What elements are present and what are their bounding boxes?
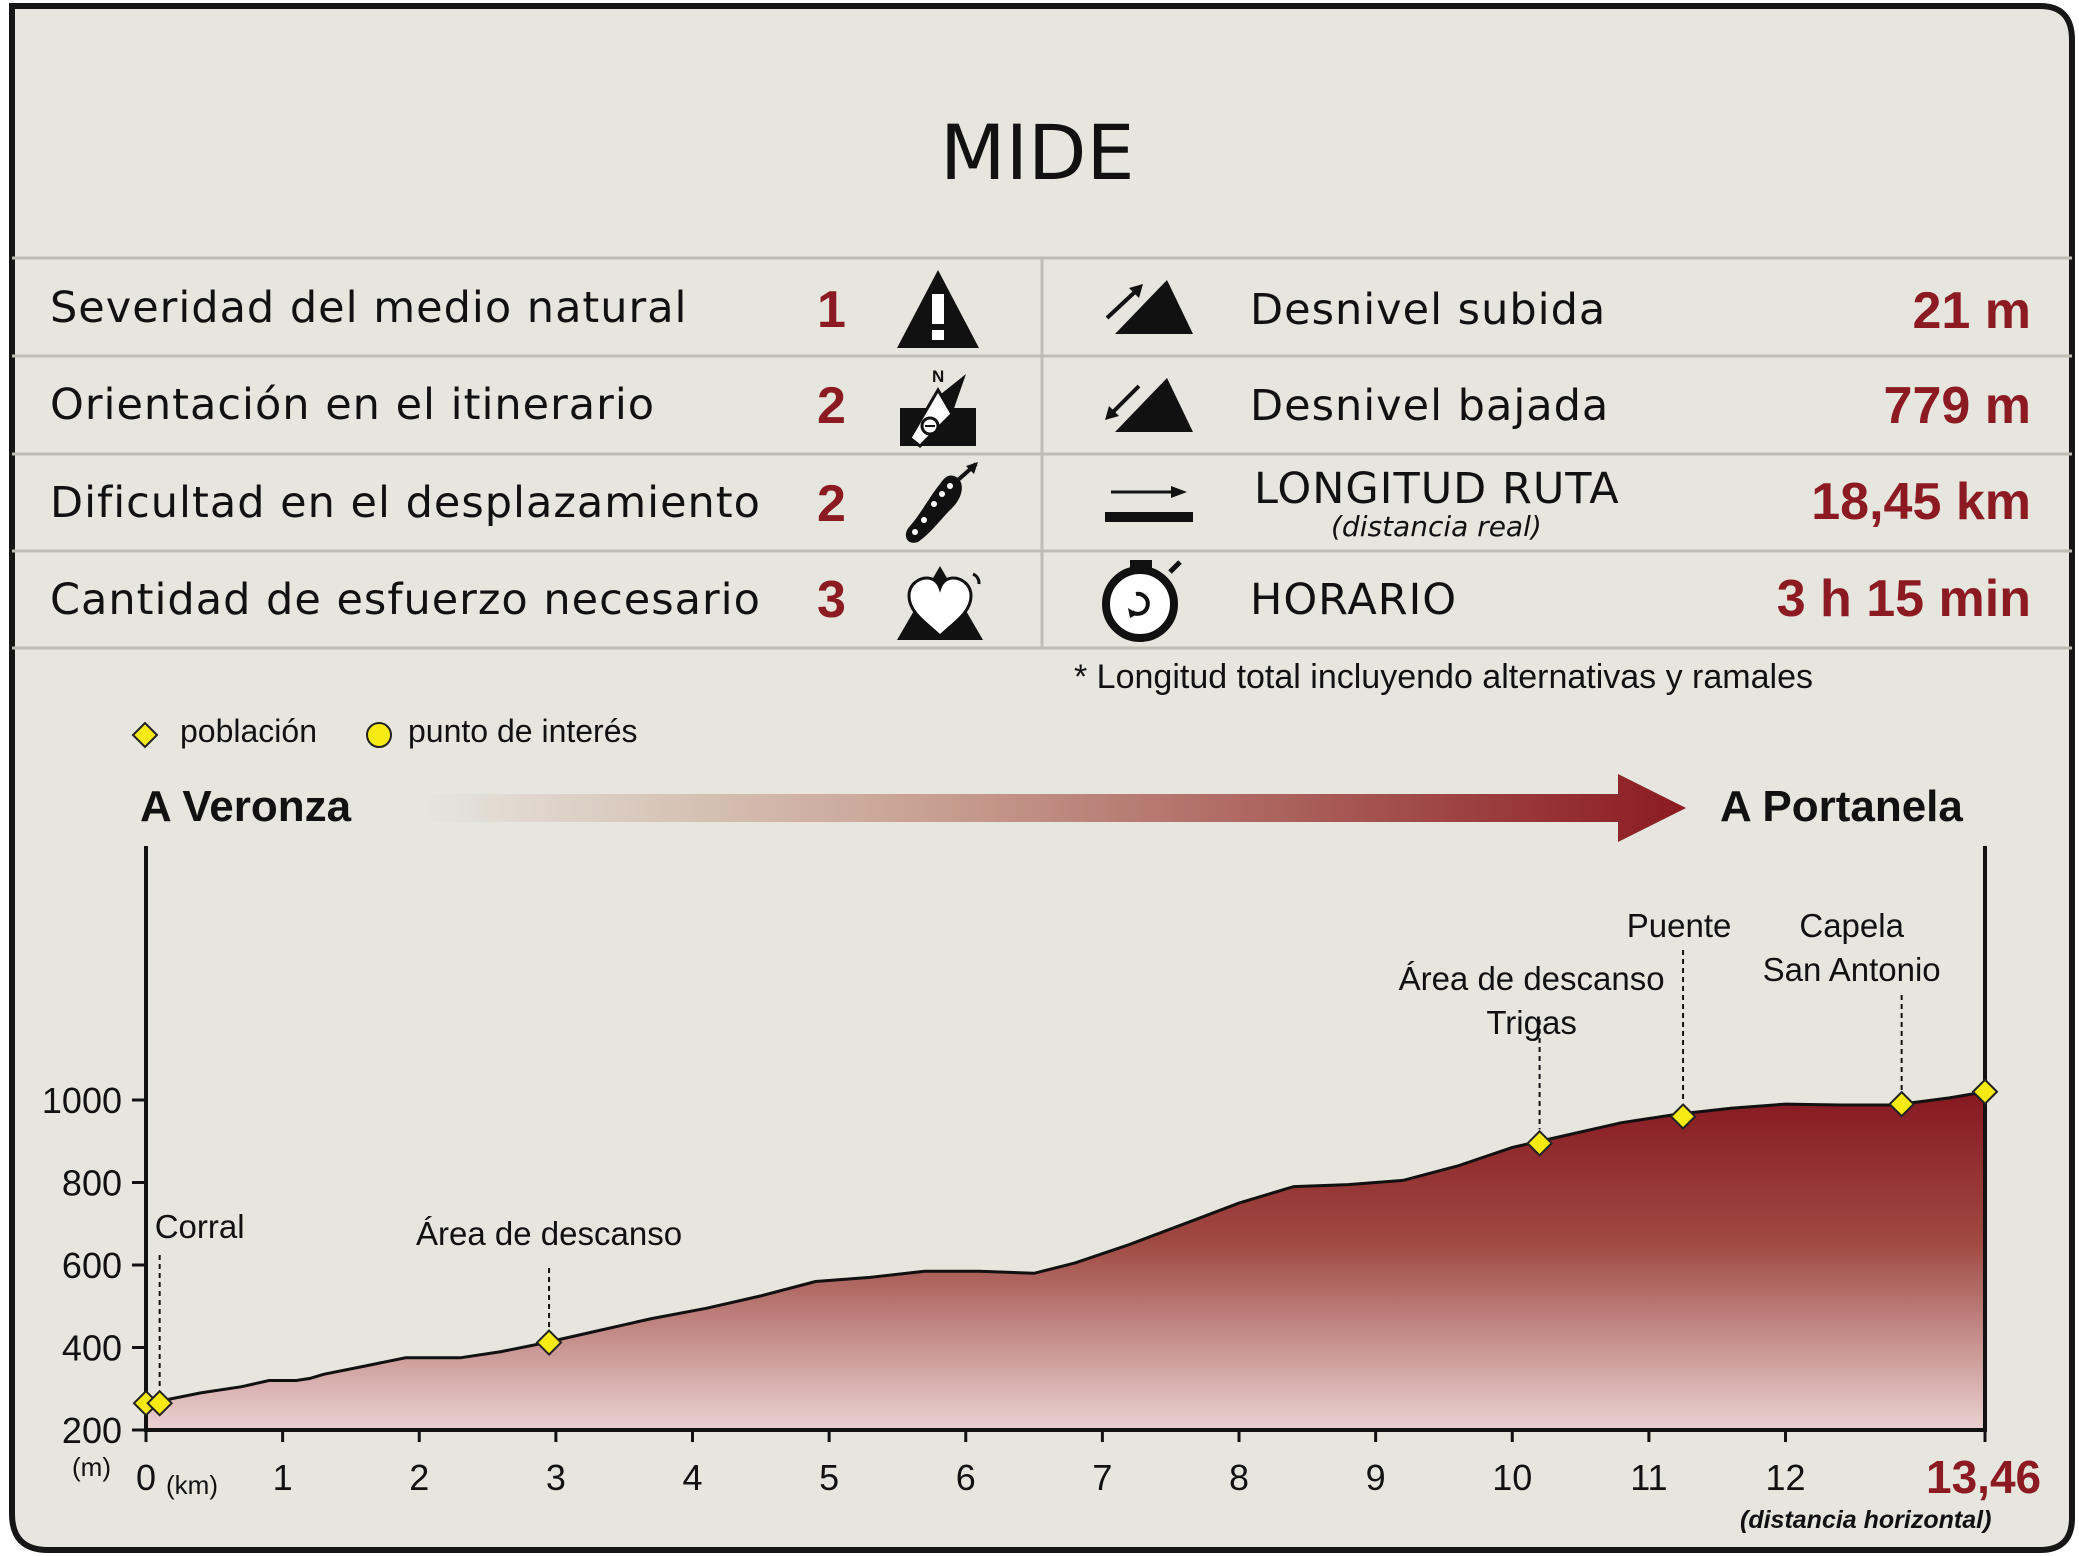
mide-value-3: 2 — [817, 475, 846, 533]
stat-sublabel-3: (distancia real) — [1331, 510, 1542, 543]
mide-label-1: Severidad del medio natural — [50, 283, 688, 333]
stopwatch-icon — [1102, 560, 1182, 642]
heart-mountain-icon — [897, 566, 983, 640]
mide-value-1: 1 — [817, 281, 846, 339]
svg-text:N: N — [932, 367, 944, 386]
stat-label-1: Desnivel subida — [1250, 285, 1607, 335]
compass-sign-icon: N — [900, 367, 976, 448]
mide-label-4: Cantidad de esfuerzo necesario — [50, 575, 761, 625]
footnote: * Longitud total incluyendo alternativas… — [1074, 658, 1813, 696]
distance-arrow-icon — [1105, 486, 1193, 522]
mide-label-2: Orientación en el itinerario — [50, 380, 656, 430]
stat-label-3: LONGITUD RUTA — [1254, 464, 1620, 514]
mide-value-4: 3 — [817, 571, 846, 629]
stat-value-2: 779 m — [1883, 377, 2031, 435]
legend-town-marker — [131, 721, 159, 749]
stat-value-3: 18,45 km — [1811, 473, 2031, 531]
mide-label-3: Dificultad en el desplazamiento — [50, 478, 761, 528]
x-axis-unit-label: (km) — [166, 1470, 218, 1500]
route-direction-arrow — [420, 774, 1686, 842]
warning-triangle-icon — [897, 270, 979, 348]
x-axis-end-value: 13,46 — [1926, 1451, 2042, 1503]
y-axis-unit-label: (m) — [72, 1452, 111, 1482]
legend-poi-label: punto de interés — [408, 713, 638, 749]
mide-value-2: 2 — [817, 377, 846, 435]
legend-poi-marker — [366, 722, 392, 748]
x-axis-end-sublabel: (distancia horizontal) — [1740, 1506, 1992, 1534]
stat-label-2: Desnivel bajada — [1250, 381, 1610, 431]
ascent-icon — [1105, 280, 1193, 334]
route-start-label: A Veronza — [140, 782, 352, 831]
stat-label-4: HORARIO — [1250, 575, 1458, 625]
page-title: MIDE — [940, 108, 1135, 197]
footprint-icon — [905, 462, 978, 543]
stat-value-1: 21 m — [1912, 282, 2031, 340]
legend-town-label: población — [180, 713, 317, 749]
table-grid — [12, 256, 2072, 650]
descent-icon — [1105, 378, 1193, 432]
stat-value-4: 3 h 15 min — [1776, 570, 2031, 628]
route-end-label: A Portanela — [1720, 782, 1963, 831]
